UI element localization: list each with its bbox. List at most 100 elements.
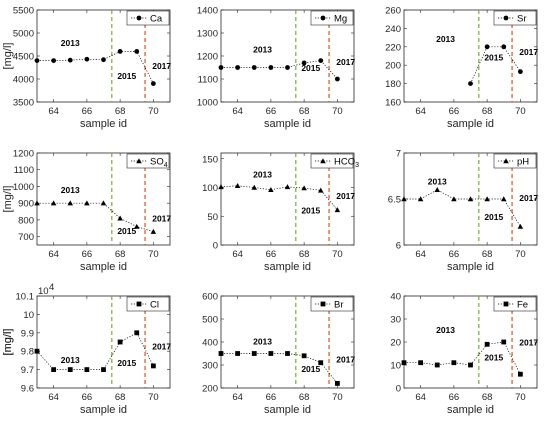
- campaign-year-label: 2015: [484, 212, 503, 222]
- y-tick-label: 1000: [197, 98, 218, 109]
- legend-label: Fe: [517, 300, 528, 311]
- x-tick-label: 64: [232, 106, 243, 117]
- data-point: [434, 362, 440, 368]
- y-tick-label: 200: [385, 61, 401, 72]
- legend: Br: [310, 296, 354, 312]
- data-point: [218, 65, 224, 70]
- subplot-so: 64 66 68 70 700 800 900 1000 1100 1200 sample id [m…: [2, 149, 171, 274]
- x-tick-label: 70: [515, 249, 526, 260]
- legend-marker: [136, 301, 142, 307]
- plot-area: [36, 152, 171, 246]
- data-point: [501, 44, 507, 50]
- data-point: [133, 223, 140, 229]
- data-point: [500, 196, 507, 202]
- y-tick-label: 800: [18, 215, 34, 226]
- y-tick-label: 9.6: [21, 384, 34, 395]
- data-point: [67, 367, 73, 372]
- y-tick-label: 9.7: [21, 365, 34, 376]
- data-point: [117, 49, 123, 54]
- legend: SO4: [126, 153, 170, 170]
- data-point: [84, 56, 90, 62]
- legend-label: HCO3: [334, 157, 359, 170]
- x-tick-label: 68: [299, 106, 310, 117]
- data-point: [417, 196, 424, 202]
- campaign-year-label: 2015: [301, 63, 320, 73]
- x-tick-label: 68: [115, 106, 126, 117]
- series-line: [404, 189, 521, 227]
- legend-text: Br: [334, 300, 344, 311]
- data-point: [101, 57, 106, 63]
- legend-text: Sr: [517, 14, 527, 25]
- y-axis-label: [mg/l]: [2, 329, 14, 356]
- data-point: [218, 351, 224, 356]
- data-point: [285, 351, 290, 356]
- legend-label: SO4: [150, 157, 168, 170]
- y-tick-label: 10.1: [16, 292, 35, 303]
- y-tick-label: 5000: [13, 29, 34, 40]
- y-tick-label: 240: [385, 24, 401, 35]
- y-tick-label: 3500: [13, 98, 34, 109]
- y-tick-label: 5500: [13, 6, 34, 17]
- data-point: [150, 81, 156, 86]
- data-point: [100, 200, 107, 206]
- y-tick-label: 4000: [13, 75, 34, 86]
- y-tick-label: 150: [202, 154, 218, 165]
- y-tick-label: 300: [202, 361, 218, 372]
- data-point: [468, 362, 473, 368]
- y-tick-label: 700: [18, 232, 34, 243]
- legend: Cl: [126, 296, 170, 312]
- x-tick-label: 68: [299, 249, 310, 260]
- plot-area: [220, 295, 355, 389]
- data-point: [517, 223, 524, 229]
- data-point: [268, 65, 274, 70]
- plot-area: [220, 9, 355, 103]
- legend-marker: [503, 301, 509, 307]
- data-point: [517, 69, 523, 75]
- data-point: [301, 353, 307, 359]
- series-line: [404, 341, 521, 375]
- campaign-year-label: 2013: [61, 355, 80, 365]
- x-tick-label: 64: [415, 249, 426, 260]
- x-tick-label: 64: [415, 106, 426, 117]
- y-tick-label: 1000: [13, 182, 34, 193]
- plot-area: [403, 295, 538, 389]
- campaign-year-label: 2015: [117, 226, 136, 236]
- data-point: [67, 57, 73, 63]
- data-point: [318, 58, 324, 63]
- legend: Fe: [493, 296, 537, 312]
- legend: Sr: [493, 10, 537, 26]
- campaign-year-label: 2013: [253, 336, 272, 346]
- y-tick-label: 10: [390, 361, 401, 372]
- plot-area: [403, 9, 538, 103]
- y-tick-label: 4500: [13, 52, 34, 63]
- data-point: [150, 363, 156, 369]
- legend-text: Mg: [334, 14, 347, 25]
- plot-area: [36, 9, 171, 103]
- series-line: [37, 51, 154, 84]
- data-point: [234, 183, 241, 188]
- y-tick-label: 20: [390, 338, 401, 349]
- data-point: [50, 200, 57, 206]
- y-axis-label: [mg/l]: [2, 43, 14, 70]
- legend-box: [126, 10, 170, 26]
- series-line: [37, 202, 154, 232]
- y-tick-label: 40: [390, 292, 401, 303]
- y-tick-label: 1400: [197, 6, 218, 17]
- y-tick-label: 9.9: [21, 328, 34, 339]
- campaign-year-label: 2015: [484, 53, 503, 63]
- y-axis-label: [mg/l]: [2, 186, 14, 213]
- y-tick-label: 9.8: [21, 347, 34, 358]
- legend-box: [310, 296, 354, 312]
- y-tick-label: 30: [390, 315, 401, 326]
- legend-label: pH: [517, 157, 529, 168]
- y-tick-label: 0: [396, 384, 401, 395]
- x-axis-label: sample id: [80, 261, 127, 273]
- legend-box: [493, 296, 537, 312]
- data-point: [484, 44, 490, 50]
- data-point: [251, 184, 258, 190]
- data-point: [51, 58, 57, 63]
- data-point: [334, 76, 340, 82]
- subplot-hco: 64 66 68 70 0 50 100 150 sample id 2013 2015 2017 HC…: [202, 152, 359, 273]
- legend-label: Ca: [150, 14, 163, 25]
- campaign-year-label: 2013: [436, 34, 455, 44]
